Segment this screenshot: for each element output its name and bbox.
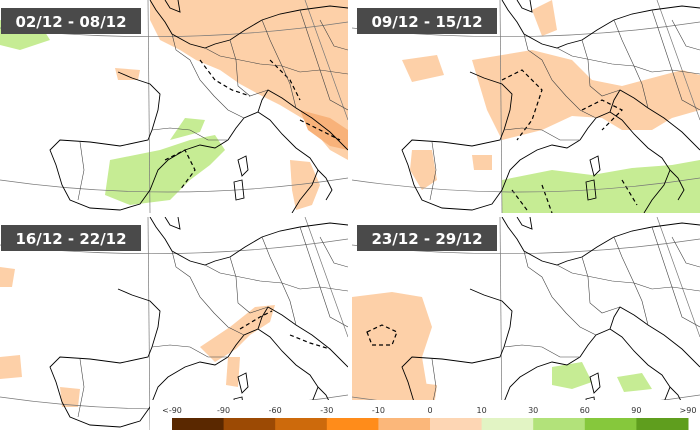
legend-label: -10: [372, 406, 385, 415]
legend-label: <-90: [162, 406, 182, 415]
map-panel: [0, 217, 348, 430]
panel-title: 02/12 - 08/12: [15, 13, 126, 31]
panel-titles: 02/12 - 08/12 09/12 - 15/12 16/12 - 22/1…: [1, 8, 497, 251]
legend-label: 10: [477, 406, 487, 415]
map-panel: [352, 0, 700, 213]
legend-label: -30: [320, 406, 333, 415]
legend-swatch: [326, 418, 379, 430]
title-box: [357, 225, 497, 251]
panel-title: 09/12 - 15/12: [371, 13, 482, 31]
legend-swatch: [275, 418, 328, 430]
legend-label: 30: [528, 406, 538, 415]
legend-swatch: [481, 418, 534, 430]
map-panel: [352, 217, 700, 430]
title-box: [1, 225, 141, 251]
legend-swatch: [223, 418, 276, 430]
legend: <-90 -90 -60 -30 -10 0 10 30 60 90 >90: [162, 406, 696, 430]
legend-swatch: [172, 418, 225, 430]
panel-title: 23/12 - 29/12: [371, 230, 482, 248]
legend-label: 60: [580, 406, 590, 415]
title-box: [357, 8, 497, 34]
map-panel: [0, 0, 348, 213]
legend-swatch: [430, 418, 483, 430]
legend-swatch: [584, 418, 637, 430]
legend-swatch: [636, 418, 689, 430]
legend-label: 90: [631, 406, 641, 415]
legend-label: >90: [680, 406, 697, 415]
legend-label: -60: [269, 406, 282, 415]
legend-label: 0: [427, 406, 432, 415]
panel-title: 16/12 - 22/12: [15, 230, 126, 248]
legend-label: -90: [217, 406, 230, 415]
title-box: [1, 8, 141, 34]
legend-swatch: [378, 418, 431, 430]
legend-swatch: [533, 418, 586, 430]
